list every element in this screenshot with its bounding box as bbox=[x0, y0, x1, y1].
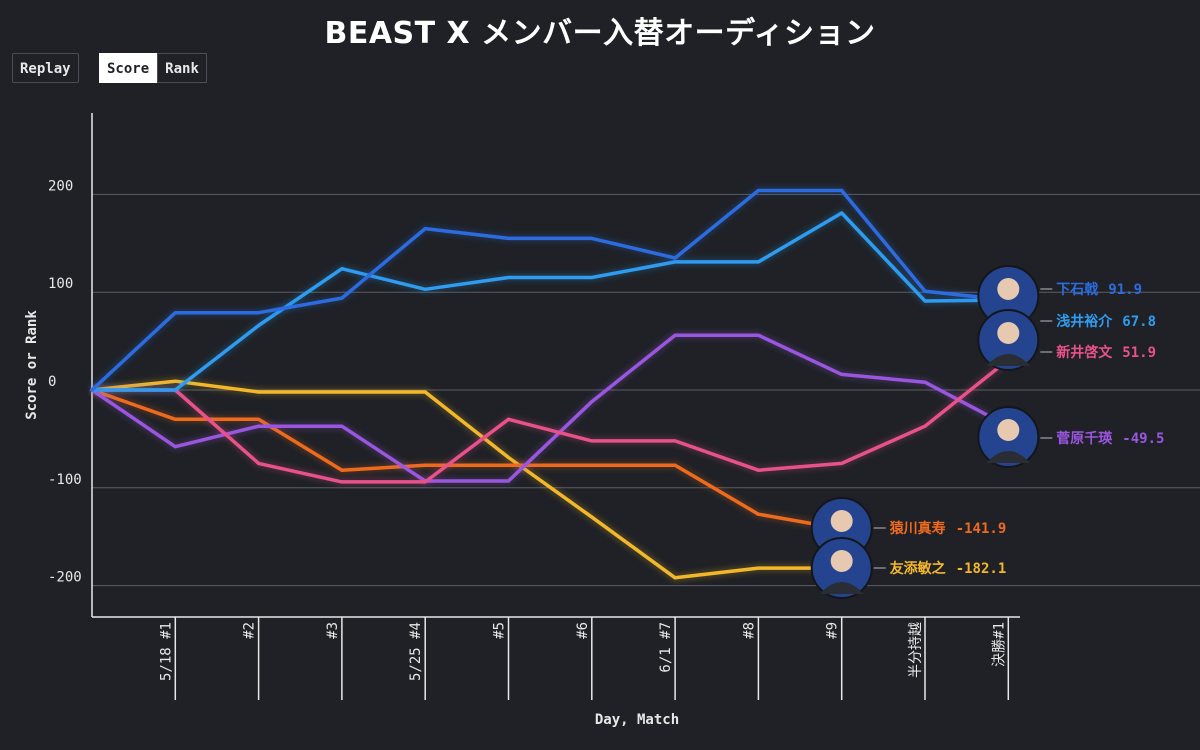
series-end-label: 新井啓文 51.9 bbox=[1056, 344, 1156, 361]
series-value: -141.9 bbox=[956, 521, 1007, 537]
series-end-marker bbox=[810, 537, 873, 599]
series-name: 浅井裕介 bbox=[1056, 313, 1113, 330]
avatar-body bbox=[819, 582, 864, 594]
series-end-label: 菅原千瑛 -49.5 bbox=[1056, 430, 1164, 447]
series-line bbox=[90, 379, 844, 580]
x-tick-label: #3 bbox=[325, 622, 341, 639]
x-tick-label: #8 bbox=[741, 622, 757, 639]
series-line-glow bbox=[88, 186, 1009, 394]
y-axis-title: Score or Rank bbox=[24, 310, 40, 420]
rank-toggle-button[interactable]: Rank bbox=[157, 53, 207, 83]
avatar-face bbox=[830, 510, 853, 532]
chart-title: BEAST X メンバー入替オーディション bbox=[324, 16, 876, 51]
series-line bbox=[90, 388, 844, 531]
x-tick-labels: 5/18 #1 #2 #3 5/25 #4 #5 #6 6/1 #7 #8 #9 半分持越 決勝#1 bbox=[158, 617, 1010, 700]
series-name: 下石戟 bbox=[1056, 281, 1099, 298]
series-value: 67.8 bbox=[1122, 314, 1156, 330]
series-end-label: 猿川真寿 -141.9 bbox=[889, 520, 1007, 537]
series-value: -182.1 bbox=[956, 561, 1007, 577]
series-line bbox=[90, 211, 1011, 392]
x-tick-label: 6/1 #7 bbox=[658, 622, 674, 673]
series-value: -49.5 bbox=[1122, 431, 1164, 447]
axes bbox=[91, 113, 1020, 618]
y-tick-label: -200 bbox=[48, 570, 82, 586]
x-tick-label: 5/25 #4 bbox=[408, 622, 424, 681]
x-axis-title: Day, Match bbox=[595, 712, 679, 728]
series-end-labels: 下石戟 91.9 浅井裕介 67.8 新井啓文 51.9 菅原千瑛 -49.5 猿川真寿 -141… bbox=[810, 265, 1164, 599]
series-line bbox=[90, 357, 1011, 484]
x-tick-label: #2 bbox=[242, 622, 258, 639]
x-tick-label: 決勝#1 bbox=[991, 622, 1007, 667]
avatar-face bbox=[997, 419, 1020, 441]
series-value: 91.9 bbox=[1108, 282, 1142, 298]
series-name: 新井啓文 bbox=[1056, 344, 1113, 361]
series-lines bbox=[88, 186, 1012, 583]
score-toggle-button[interactable]: Score bbox=[99, 53, 158, 83]
series-end-marker bbox=[977, 406, 1040, 468]
x-tick-label: #9 bbox=[825, 622, 841, 639]
x-tick-label: #5 bbox=[492, 622, 508, 639]
series-end-label: 浅井裕介 67.8 bbox=[1056, 313, 1156, 330]
avatar-body bbox=[986, 451, 1031, 463]
y-tick-labels: 200 100 0 -100 -200 bbox=[48, 178, 82, 585]
series-line-glow bbox=[89, 330, 1011, 486]
avatar-face bbox=[997, 322, 1020, 344]
y-tick-label: 0 bbox=[48, 374, 56, 390]
y-tick-label: 100 bbox=[48, 276, 73, 292]
avatar-face bbox=[997, 278, 1020, 300]
x-tick-label: 5/18 #1 bbox=[158, 622, 174, 681]
series-line bbox=[90, 188, 1011, 392]
avatar-face bbox=[830, 550, 853, 572]
series-name: 友添敏之 bbox=[890, 560, 946, 577]
y-tick-label: -100 bbox=[48, 472, 82, 488]
series-end-label: 下石戟 91.9 bbox=[1056, 281, 1142, 298]
series-line bbox=[90, 333, 1011, 483]
series-value: 51.9 bbox=[1122, 345, 1156, 361]
avatar-body bbox=[986, 354, 1031, 366]
view-toggle-group: Score Rank bbox=[99, 53, 207, 83]
series-end-label: 友添敏之 -182.1 bbox=[890, 560, 1007, 577]
y-tick-label: 200 bbox=[48, 178, 73, 194]
series-name: 菅原千瑛 bbox=[1056, 430, 1113, 447]
x-tick-label: #6 bbox=[575, 622, 591, 639]
series-name: 猿川真寿 bbox=[889, 520, 946, 537]
series-end-marker bbox=[977, 309, 1040, 371]
replay-button[interactable]: Replay bbox=[12, 53, 79, 83]
x-tick-label: 半分持越 bbox=[908, 622, 924, 678]
